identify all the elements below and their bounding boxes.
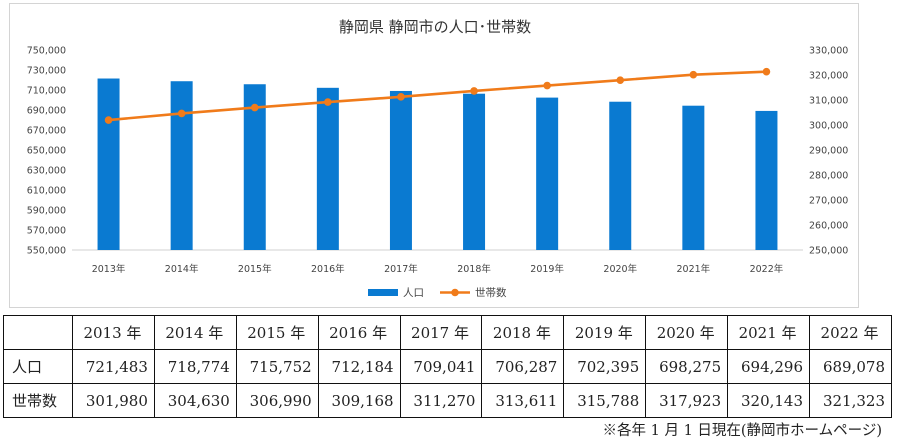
bar-jinko-2015年 [243,84,266,250]
legend-bar-swatch [368,289,398,296]
table-row: 人口 721,483 718,774 715,752 712,184 709,041 706… [3,349,892,384]
bar-jinko-2020年 [609,101,632,250]
y-left-tick-label: 610,000 [27,186,66,197]
table-cell: 301,980 [72,383,155,418]
y-left-tick-label: 550,000 [27,246,66,257]
x-tick-label: 2022年 [750,263,784,275]
y-left-tick-label: 670,000 [27,126,66,137]
y-right-tick-label: 320,000 [809,71,848,82]
y-right-tick-label: 260,000 [809,221,848,232]
table-cell: 317,923 [645,383,729,418]
table-cell: 306,990 [235,383,319,418]
point-setaisu-2016年 [324,98,332,106]
bar-jinko-2019年 [536,97,559,250]
y-right-tick-label: 330,000 [809,46,848,57]
table-header-cell: 2020 年 [645,315,729,350]
table-cell: 309,168 [317,383,401,418]
x-tick-label: 2013年 [92,263,126,275]
y-left-tick-label: 750,000 [27,46,66,57]
table-header-row: 2013 年 2014 年 2015 年 2016 年 2017 年 2018 年 2019… [3,315,892,350]
line-setaisu [108,70,767,122]
table-cell: 721,483 [72,349,155,384]
y-right-tick-label: 290,000 [809,146,848,157]
legend-label-setaisu: 世帯数 [475,286,507,299]
x-tick-label: 2016年 [311,263,345,275]
point-setaisu-2021年 [689,70,698,79]
table-cell: 715,752 [235,349,319,384]
bar-jinko-2021年 [682,105,705,250]
combo-chart: 静岡県 静岡市の人口･世帯数 550,000 570,000 590,000 610,0… [27,18,849,299]
x-tick-label: 2017年 [384,263,418,275]
bar-jinko-2014年 [170,81,193,250]
bar-jinko-2013年 [97,78,120,250]
table-header-cell: 2014 年 [153,315,237,350]
y-right-tick-label: 270,000 [809,196,848,207]
table-header-cell: 2022 年 [809,315,892,350]
table-cell: 689,078 [809,349,892,384]
table-cell: 706,287 [481,349,565,384]
table-cell: 320,143 [727,383,811,418]
data-table: 2013 年 2014 年 2015 年 2016 年 2017 年 2018 年 2019… [3,315,892,418]
table-row: 世帯数 301,980 304,630 306,990 309,168 311,270 31… [3,383,892,418]
table-cell: 712,184 [317,349,401,384]
chart-title: 静岡県 静岡市の人口･世帯数 [339,18,531,36]
table-cell: 304,630 [153,383,237,418]
x-tick-label: 2015年 [238,263,272,275]
table-header-cell: 2021 年 [727,315,811,350]
table-corner-cell [3,315,73,350]
table-cell: 718,774 [153,349,237,384]
point-setaisu-2022年 [762,67,771,76]
y-left-tick-label: 650,000 [27,146,66,157]
point-setaisu-2015年 [250,103,259,112]
bar-jinko-2017年 [389,90,412,250]
table-cell: 311,270 [399,383,483,418]
point-setaisu-2014年 [177,109,186,118]
y-right-tick-label: 300,000 [809,121,848,132]
x-tick-label: 2020年 [603,263,637,275]
x-tick-label: 2018年 [457,263,491,275]
y-left-tick-label: 690,000 [27,106,66,117]
point-setaisu-2013年 [104,116,113,124]
y-left-tick-label: 630,000 [27,166,66,177]
chart-frame: 静岡県 静岡市の人口･世帯数 550,000 570,000 590,000 610,0… [9,3,859,308]
table-cell: 694,296 [727,349,811,384]
point-setaisu-2020年 [616,76,625,84]
point-setaisu-2018年 [470,87,478,95]
table-header-cell: 2018 年 [481,315,565,350]
x-tick-label: 2021年 [677,263,711,275]
y-left-tick-label: 730,000 [27,66,66,77]
table-row-label: 世帯数 [3,383,73,418]
y-left-tick-label: 590,000 [27,206,66,217]
table-header-cell: 2016 年 [317,315,401,350]
legend-label-jinko: 人口 [403,287,424,299]
legend: 人口 世帯数 [368,286,507,299]
table-cell: 313,611 [481,383,565,418]
y-right-tick-label: 250,000 [809,246,848,257]
y-left-tick-label: 710,000 [27,86,66,97]
point-setaisu-2017年 [397,93,405,101]
table-row-label: 人口 [3,349,73,384]
table-header-cell: 2019 年 [563,315,647,350]
legend-line-marker [451,288,459,297]
table-cell: 321,323 [809,383,892,418]
table-cell: 709,041 [399,349,483,384]
table-header-cell: 2017 年 [399,315,483,350]
table-cell: 698,275 [645,349,729,384]
table-header-cell: 2013 年 [72,315,155,350]
table-cell: 315,788 [563,383,647,418]
footnote: ※各年 1 月 1 日現在(静岡市ホームページ) [602,423,882,439]
bar-jinko-2018年 [463,93,486,250]
point-setaisu-2019年 [543,81,551,90]
table-cell: 702,395 [563,349,647,384]
y-right-tick-label: 280,000 [809,171,848,182]
x-tick-label: 2014年 [165,263,199,275]
bar-jinko-2016年 [316,87,339,250]
bar-jinko-2022年 [755,110,778,250]
y-left-tick-label: 570,000 [27,226,66,237]
table-header-cell: 2015 年 [235,315,319,350]
y-right-tick-label: 310,000 [809,96,848,107]
x-tick-label: 2019年 [530,263,564,275]
